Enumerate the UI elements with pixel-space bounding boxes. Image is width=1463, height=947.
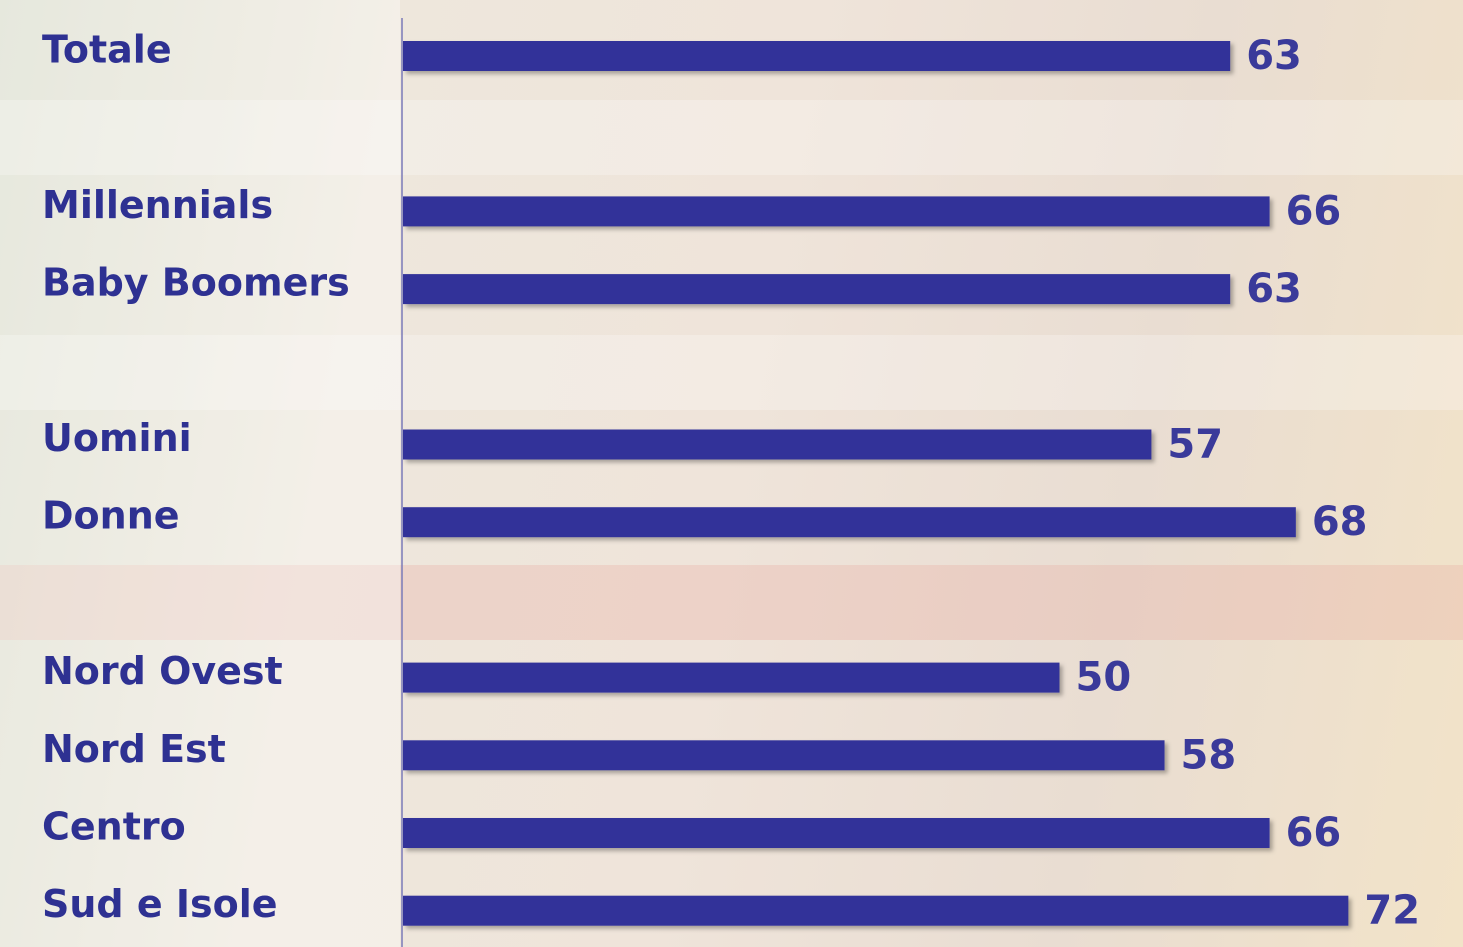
bar [403, 663, 1060, 693]
bar [403, 430, 1151, 460]
category-label: Donne [42, 494, 180, 538]
value-label: 63 [1246, 266, 1302, 312]
category-label: Nord Est [42, 727, 226, 771]
value-label: 63 [1246, 33, 1302, 79]
value-label: 72 [1364, 888, 1420, 934]
value-label: 58 [1181, 732, 1237, 778]
bar [403, 740, 1165, 770]
page: Totale 63 Millennials 66 Baby Boomers 63 Uomin… [0, 0, 1463, 947]
category-label: Nord Ovest [42, 649, 283, 693]
bar [403, 507, 1296, 537]
value-label: 66 [1286, 810, 1342, 856]
bar [403, 818, 1270, 848]
category-label: Millennials [42, 183, 273, 227]
chart: Totale 63 Millennials 66 Baby Boomers 63 Uomin… [0, 0, 1463, 947]
category-label: Centro [42, 805, 186, 849]
bar [403, 274, 1230, 304]
bar [403, 196, 1270, 226]
category-label: Totale [42, 28, 172, 72]
bar [403, 41, 1230, 71]
value-label: 50 [1076, 655, 1132, 701]
bar [403, 896, 1348, 926]
value-label: 68 [1312, 499, 1368, 545]
category-label: Baby Boomers [42, 261, 350, 305]
value-label: 66 [1286, 188, 1342, 234]
category-label: Uomini [42, 416, 192, 460]
category-label: Sud e Isole [42, 882, 278, 926]
value-label: 57 [1167, 422, 1223, 468]
